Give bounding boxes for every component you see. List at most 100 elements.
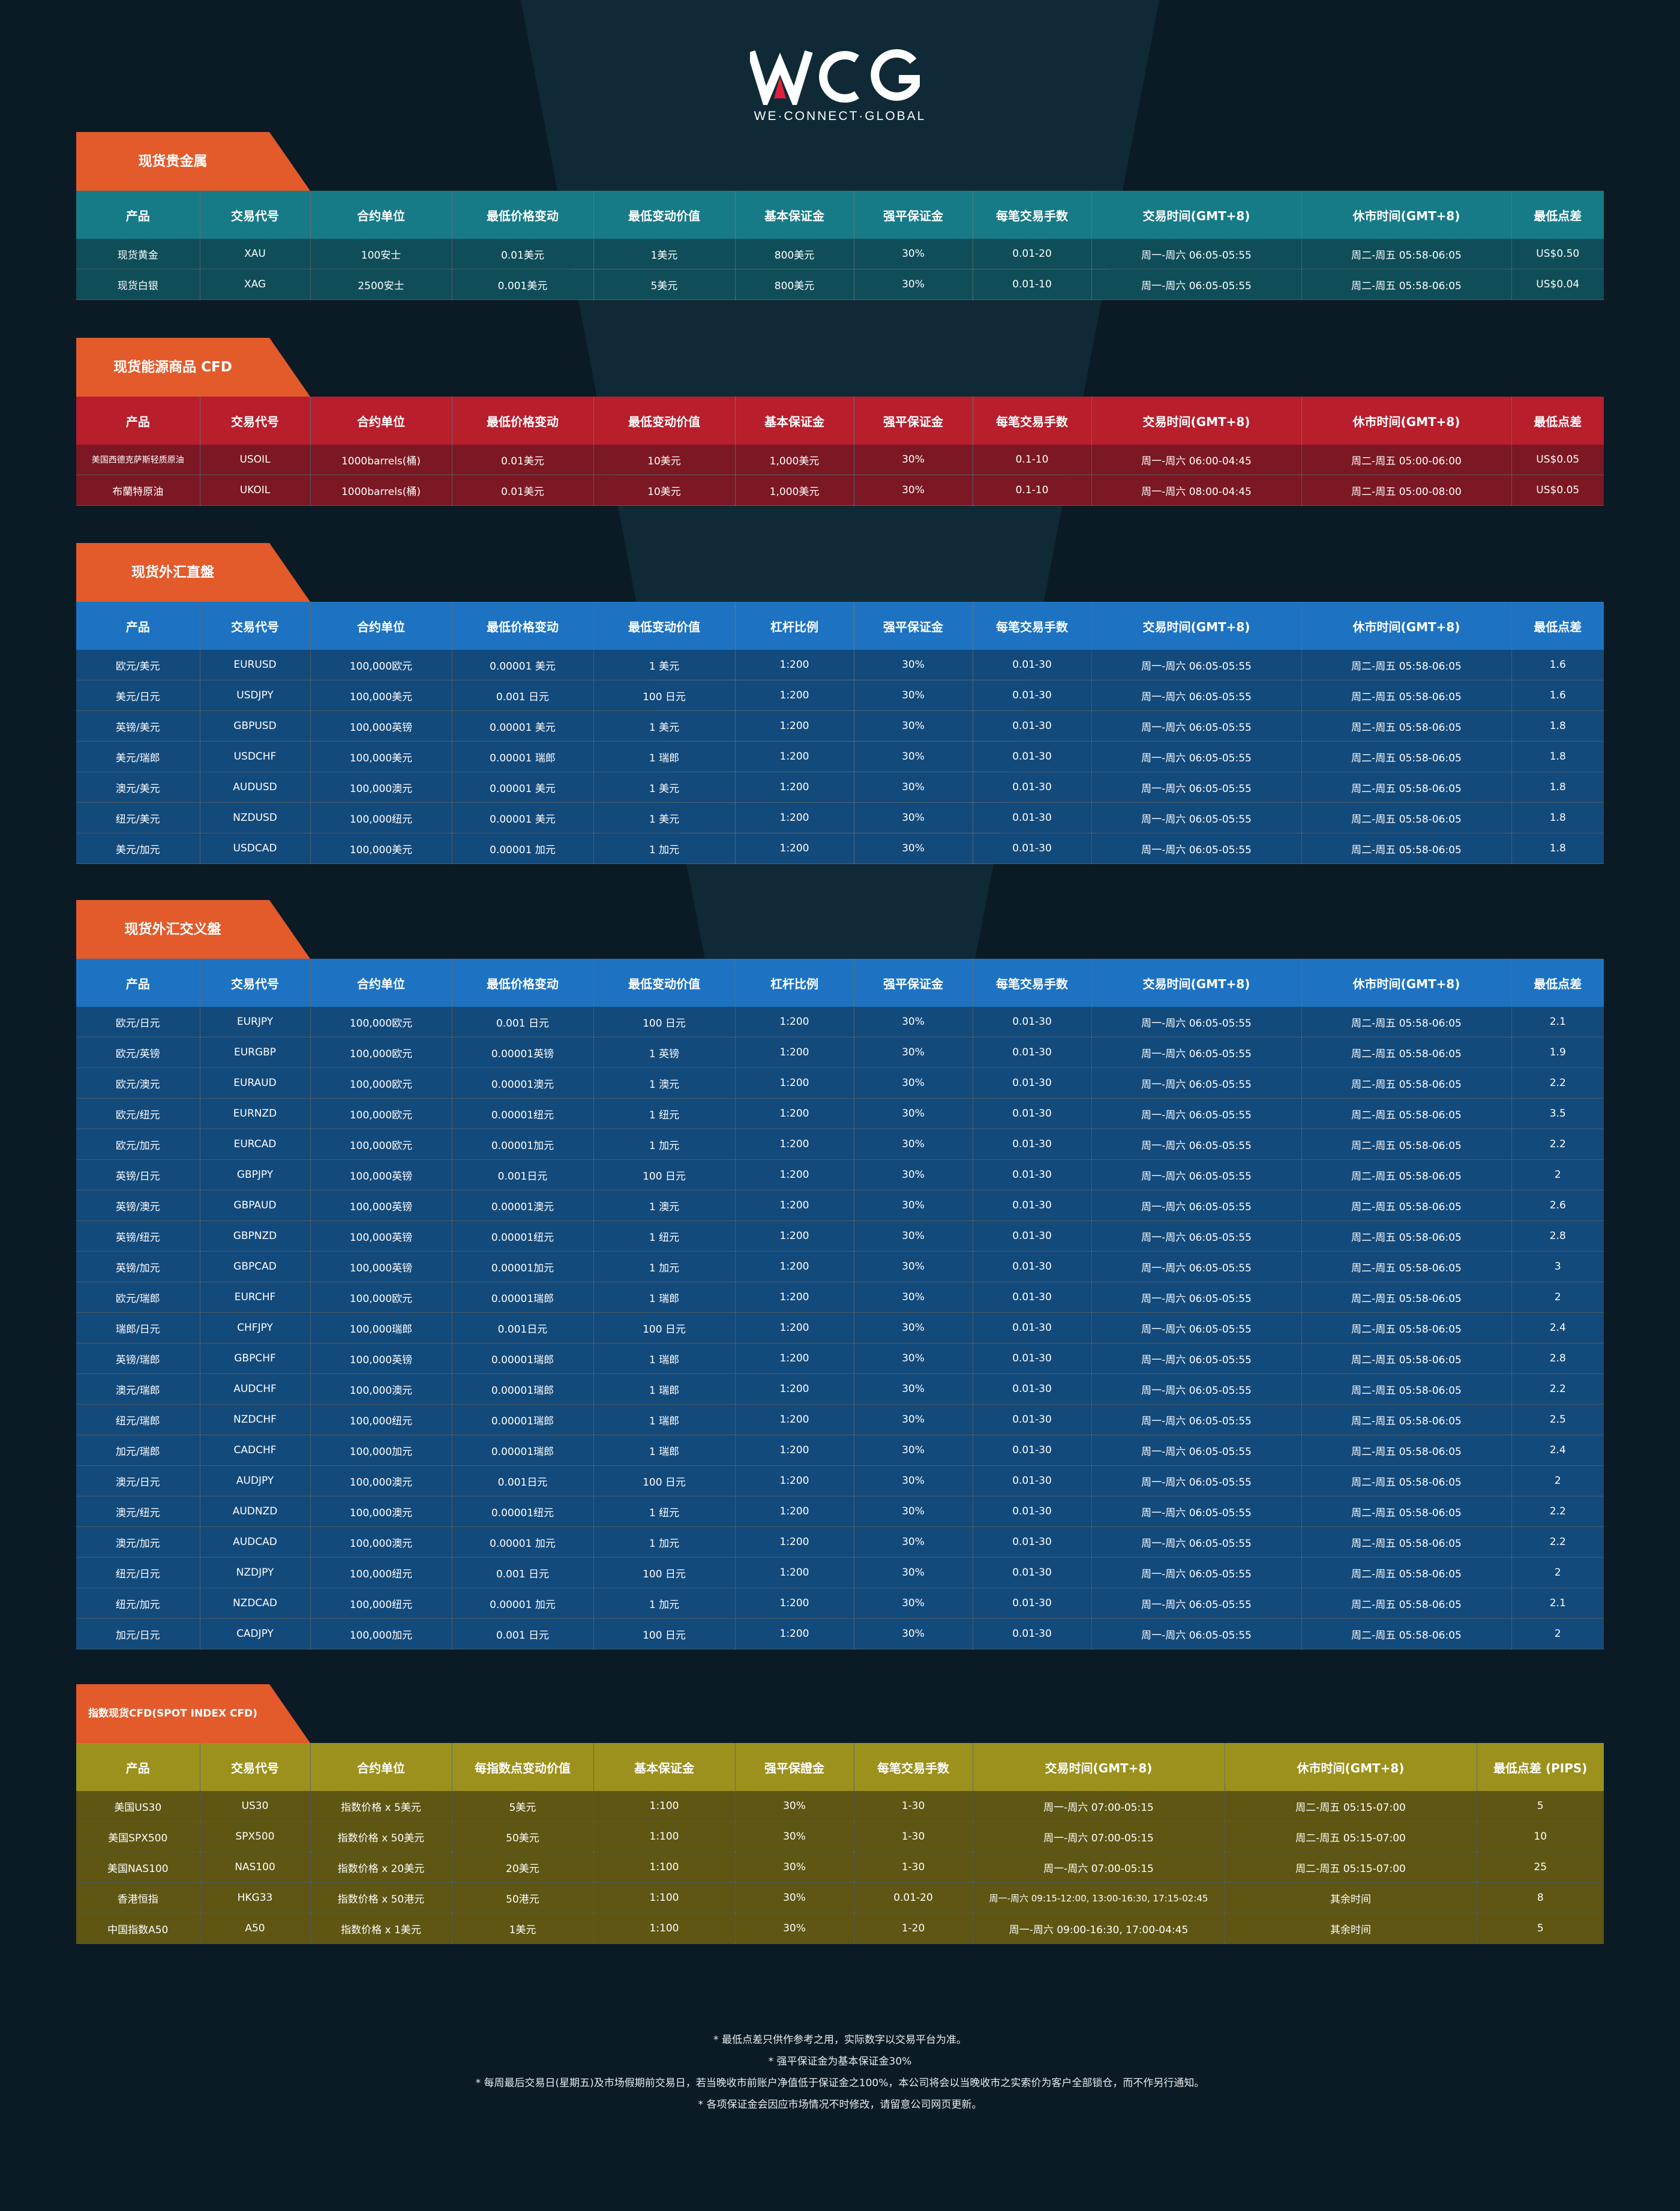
table-cell: GBPUSD bbox=[200, 710, 311, 742]
table-cell: 1:200 bbox=[735, 650, 854, 680]
table-cell: 1:200 bbox=[735, 1404, 854, 1435]
section-precious-metals: 现货贵金属 产品 交易代号 合约单位 最低价格变动 最低变动价值 基本保证金 强平保证金 每笔交… bbox=[76, 132, 1604, 300]
table-cell: 0.00001澳元 bbox=[452, 1067, 594, 1099]
table-cell: 1-30 bbox=[854, 1791, 973, 1822]
table-cell: 0.001 日元 bbox=[452, 680, 594, 711]
table-cell: 英镑/日元 bbox=[76, 1159, 200, 1190]
table-cell: 1 加元 bbox=[593, 1129, 736, 1160]
column-header: 休市时间(GMT+8) bbox=[1301, 602, 1512, 650]
table-cell: 5美元 bbox=[593, 269, 736, 300]
table-cell: 100,000欧元 bbox=[310, 1129, 452, 1160]
table-cell: 纽元/美元 bbox=[76, 802, 200, 833]
table-cell: 100安士 bbox=[310, 239, 452, 269]
table-header-row: 产品 交易代号 合约单位 最低价格变动 最低变动价值 基本保证金 强平保证金 每笔交易手数 交易… bbox=[76, 397, 1604, 445]
table-cell: 30% bbox=[854, 1404, 973, 1435]
table-cell: 1:200 bbox=[735, 710, 854, 742]
table-cell: 0.01-30 bbox=[973, 1159, 1092, 1190]
column-header: 交易代号 bbox=[200, 602, 311, 650]
table-cell: 周一-周六 06:05-05:55 bbox=[1091, 710, 1302, 742]
table-cell: 2500安士 bbox=[310, 269, 452, 300]
table-cell: 1 美元 bbox=[593, 802, 736, 833]
column-header: 每笔交易手数 bbox=[973, 397, 1092, 445]
table-cell: 1:200 bbox=[735, 1251, 854, 1282]
table-cell: 周二-周五 05:15-07:00 bbox=[1225, 1791, 1477, 1822]
table-header-row: 产品 交易代号 合约单位 每指数点变动价值 基本保证金 强平保證金 每笔交易手数 交易时间(G… bbox=[76, 1743, 1604, 1791]
table-cell: 0.01-30 bbox=[973, 1129, 1092, 1160]
table-cell: 周一-周六 06:05-05:55 bbox=[1091, 269, 1302, 300]
table-cell: UKOIL bbox=[200, 475, 311, 506]
table-cell: 周一-周六 06:05-05:55 bbox=[1091, 1496, 1302, 1527]
table-cell: 0.01-30 bbox=[973, 680, 1092, 711]
table-cell: 2.5 bbox=[1511, 1404, 1604, 1435]
table-cell: 30% bbox=[735, 1791, 854, 1822]
table-cell: 30% bbox=[854, 650, 973, 680]
table-cell: 周二-周五 05:58-06:05 bbox=[1301, 1496, 1512, 1527]
table-cell: 100,000澳元 bbox=[310, 1373, 452, 1405]
table-cell: 周一-周六 06:05-05:55 bbox=[1091, 680, 1302, 711]
column-header: 强平保证金 bbox=[854, 959, 973, 1007]
table-cell: 澳元/日元 bbox=[76, 1465, 200, 1496]
table-cell: 指数价格 x 50美元 bbox=[310, 1821, 452, 1852]
table-cell: EURUSD bbox=[200, 650, 311, 680]
table-cell: 0.00001 美元 bbox=[452, 650, 594, 680]
table-row: 澳元/瑞郎 AUDCHF 100,000澳元 0.00001瑞郎 1 瑞郎 1:200 30… bbox=[76, 1373, 1604, 1405]
column-header: 最低点差 (PIPS) bbox=[1477, 1743, 1604, 1791]
table-cell: 2 bbox=[1511, 1557, 1604, 1588]
table-row: 英镑/日元 GBPJPY 100,000英镑 0.001日元 100 日元 1:200 30… bbox=[76, 1159, 1604, 1190]
table-cell: 1:200 bbox=[735, 1159, 854, 1190]
table-cell: 香港恒指 bbox=[76, 1882, 200, 1913]
table-cell: 周二-周五 05:58-06:05 bbox=[1301, 1251, 1512, 1282]
table-cell: 1 瑞郎 bbox=[593, 741, 736, 772]
table-cell: EURJPY bbox=[200, 1007, 311, 1037]
table-cell: 0.01美元 bbox=[452, 475, 594, 506]
table-cell: 0.01-30 bbox=[973, 1557, 1092, 1588]
table-row: 美元/瑞郎 USDCHF 100,000美元 0.00001 瑞郎 1 瑞郎 1:200 3… bbox=[76, 741, 1604, 772]
table-cell: 2 bbox=[1511, 1618, 1604, 1649]
table-cell: 5 bbox=[1477, 1913, 1604, 1944]
table-cell: 周一-周六 06:05-05:55 bbox=[1091, 1098, 1302, 1129]
table-row: 澳元/纽元 AUDNZD 100,000澳元 0.00001纽元 1 纽元 1:200 30… bbox=[76, 1496, 1604, 1527]
table-cell: 0.01-10 bbox=[973, 269, 1092, 300]
table-cell: 周二-周五 05:58-06:05 bbox=[1301, 1526, 1512, 1558]
table-cell: 1:200 bbox=[735, 1618, 854, 1649]
table-cell: 英镑/澳元 bbox=[76, 1190, 200, 1221]
section-title-tag: 现货贵金属 bbox=[76, 132, 310, 191]
table-cell: 周二-周五 05:58-06:05 bbox=[1301, 1435, 1512, 1466]
table-row: 美国西德克萨斯轻质原油 USOIL 1000barrels(桶) 0.01美元 10美元… bbox=[76, 445, 1604, 475]
table-cell: 周一-周六 09:00-16:30, 17:00-04:45 bbox=[973, 1913, 1225, 1944]
table-cell: 800美元 bbox=[735, 269, 854, 300]
table-cell: 100,000纽元 bbox=[310, 1588, 452, 1619]
table-cell: 周二-周五 05:58-06:05 bbox=[1301, 1190, 1512, 1221]
table-cell: 0.01-30 bbox=[973, 1067, 1092, 1099]
table-cell: 30% bbox=[854, 1037, 973, 1068]
table-row: 澳元/日元 AUDJPY 100,000澳元 0.001日元 100 日元 1:200 30… bbox=[76, 1465, 1604, 1496]
table-cell: 纽元/瑞郎 bbox=[76, 1404, 200, 1435]
table-cell: US$0.04 bbox=[1511, 269, 1604, 300]
table-cell: 100,000瑞郎 bbox=[310, 1312, 452, 1343]
column-header: 交易时间(GMT+8) bbox=[1091, 191, 1302, 239]
column-header: 产品 bbox=[76, 191, 200, 239]
section-title: 指数现货CFD(SPOT INDEX CFD) bbox=[88, 1708, 257, 1720]
table-cell: 1 美元 bbox=[593, 650, 736, 680]
table-cell: 1 加元 bbox=[593, 1526, 736, 1558]
section-title-tag: 现货能源商品 CFD bbox=[76, 338, 310, 397]
column-header: 产品 bbox=[76, 602, 200, 650]
table-cell: 0.001 日元 bbox=[452, 1557, 594, 1588]
table-cell: 1:100 bbox=[593, 1821, 736, 1852]
table-cell: 周二-周五 05:58-06:05 bbox=[1301, 1220, 1512, 1252]
table-cell: 0.01-30 bbox=[973, 1526, 1092, 1558]
table-row: 美元/日元 USDJPY 100,000美元 0.001 日元 100 日元 1:200 3… bbox=[76, 680, 1604, 711]
table-cell: 周二-周五 05:58-06:05 bbox=[1301, 833, 1512, 864]
column-header: 每指数点变动价值 bbox=[452, 1743, 594, 1791]
table-cell: 周二-周五 05:00-08:00 bbox=[1301, 475, 1512, 506]
table-cell: 周二-周五 05:58-06:05 bbox=[1301, 1098, 1512, 1129]
table-cell: 100,000英镑 bbox=[310, 1190, 452, 1221]
column-header: 产品 bbox=[76, 397, 200, 445]
table-cell: XAG bbox=[200, 269, 311, 300]
table-cell: 1.8 bbox=[1511, 772, 1604, 803]
table-cell: 0.01-30 bbox=[973, 1251, 1092, 1282]
table-cell: 周二-周五 05:58-06:05 bbox=[1301, 1404, 1512, 1435]
column-header: 强平保证金 bbox=[854, 191, 973, 239]
table-cell: 2.6 bbox=[1511, 1190, 1604, 1221]
table-cell: 周二-周五 05:58-06:05 bbox=[1301, 1067, 1512, 1099]
